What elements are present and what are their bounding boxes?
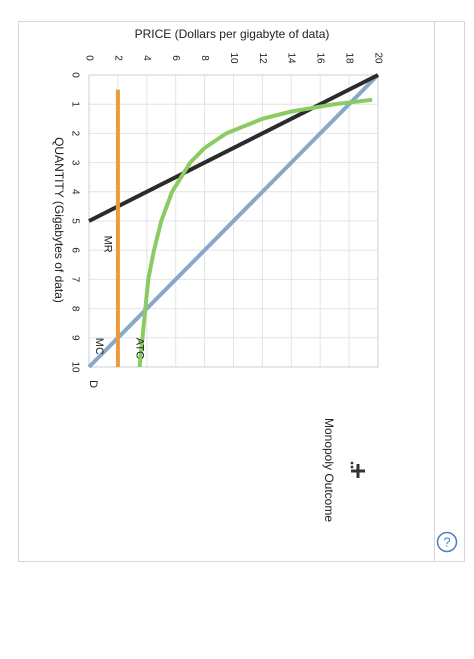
legend-label: Monopoly Outcome (322, 418, 336, 522)
curve-label: ATC (133, 338, 145, 359)
quantity-tick-label: 10 (69, 361, 80, 373)
price-axis-title: PRICE (Dollars per gigabyte of data) (135, 27, 330, 41)
price-tick-label: 4 (141, 55, 152, 61)
quantity-tick-label: 0 (69, 72, 80, 78)
quantity-tick-label: 8 (69, 306, 80, 312)
curve-label: MR (102, 236, 114, 253)
price-tick-label: 20 (372, 52, 383, 64)
svg-text:?: ? (443, 534, 450, 549)
price-tick-label: 6 (170, 55, 181, 61)
curve (87, 73, 380, 369)
price-tick-label: 10 (228, 52, 239, 64)
price-tick-label: 14 (286, 52, 297, 64)
help-button[interactable]: ? (436, 531, 458, 553)
quantity-tick-label: 1 (69, 101, 80, 107)
quantity-tick-label: 7 (69, 277, 80, 283)
quantity-tick-label: 2 (69, 131, 80, 137)
quantity-axis-title: QUANTITY (Gigabytes of data) (52, 137, 66, 303)
quantity-tick-label: 5 (69, 218, 80, 224)
price-tick-label: 8 (199, 55, 210, 61)
curve-label: MC (93, 338, 105, 355)
legend-icon[interactable] (350, 461, 365, 478)
quantity-tick-label: 3 (69, 160, 80, 166)
quantity-tick-label: 6 (69, 247, 80, 253)
price-tick-label: 2 (112, 55, 123, 61)
curve (88, 73, 379, 223)
panel (18, 21, 465, 562)
price-tick-label: 16 (315, 52, 326, 64)
curve (137, 97, 373, 368)
price-tick-label: 0 (83, 55, 94, 61)
price-tick-label: 12 (257, 52, 268, 64)
price-tick-label: 18 (343, 52, 354, 64)
curve-label: D (87, 380, 99, 388)
quantity-tick-label: 9 (69, 335, 80, 341)
quantity-tick-label: 4 (69, 189, 80, 195)
